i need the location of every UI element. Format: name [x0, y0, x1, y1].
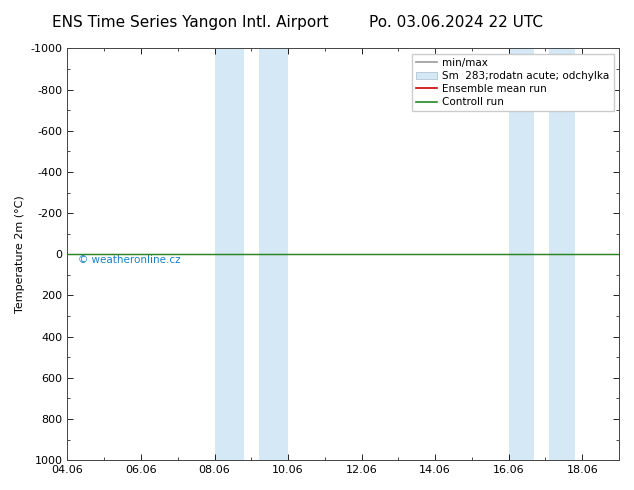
Bar	[259, 49, 288, 460]
Bar	[214, 49, 244, 460]
Text: ENS Time Series Yangon Intl. Airport: ENS Time Series Yangon Intl. Airport	[52, 15, 328, 30]
Y-axis label: Temperature 2m (°C): Temperature 2m (°C)	[15, 196, 25, 313]
Legend: min/max, Sm  283;rodatn acute; odchylka, Ensemble mean run, Controll run: min/max, Sm 283;rodatn acute; odchylka, …	[412, 53, 614, 111]
Bar	[549, 49, 575, 460]
Text: © weatheronline.cz: © weatheronline.cz	[79, 255, 181, 265]
Text: Po. 03.06.2024 22 UTC: Po. 03.06.2024 22 UTC	[370, 15, 543, 30]
Bar	[508, 49, 534, 460]
